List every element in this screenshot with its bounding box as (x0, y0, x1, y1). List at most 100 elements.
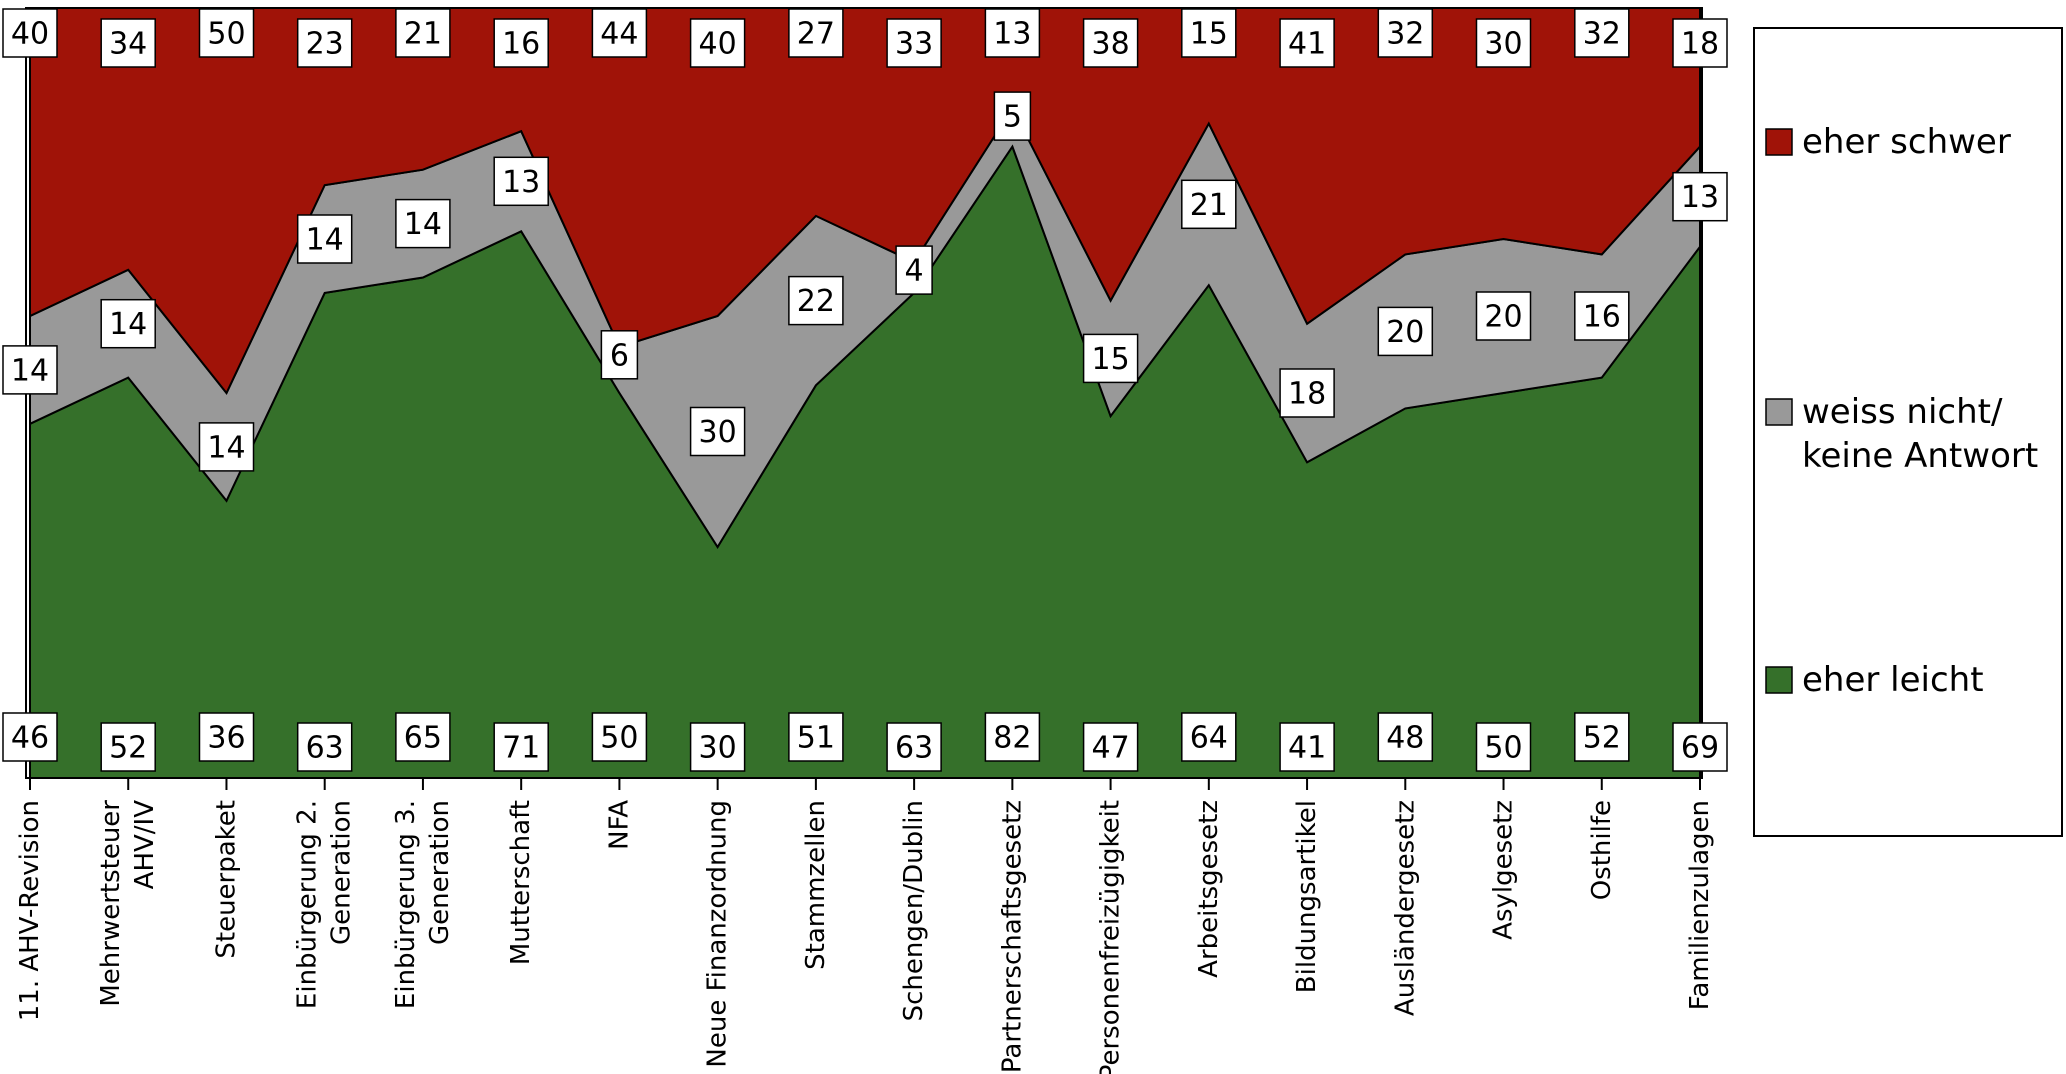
data-label-value: 36 (207, 721, 245, 756)
data-label-value: 52 (1583, 721, 1621, 756)
data-label: 65 (395, 712, 451, 762)
area-series-group (29, 7, 1701, 779)
data-label-box (1181, 179, 1237, 230)
data-label-value: 30 (699, 731, 737, 766)
data-label-box (993, 91, 1032, 141)
x-tick-label: Generation (425, 800, 455, 945)
data-labels: 4614405214343614506314236514217113165064… (2, 8, 1728, 772)
data-label: 30 (689, 722, 746, 772)
data-label-value: 50 (207, 17, 245, 52)
data-label-value: 46 (11, 721, 49, 756)
data-label-box (198, 8, 255, 58)
data-label: 38 (1082, 18, 1139, 68)
data-label-value: 14 (11, 353, 49, 388)
data-label-box (1377, 712, 1434, 762)
data-label: 16 (1574, 291, 1630, 341)
data-label-value: 14 (109, 307, 147, 342)
data-label-value: 41 (1288, 731, 1326, 766)
data-label-box (493, 722, 549, 772)
data-label-value: 22 (797, 284, 835, 319)
x-tick-label: Steuerpaket (212, 800, 242, 959)
data-label: 63 (886, 722, 942, 772)
x-tick-label: AHV/IV (130, 800, 160, 890)
data-label-value: 30 (1484, 27, 1522, 62)
data-label-value: 15 (1190, 17, 1228, 52)
data-label-value: 38 (1092, 27, 1130, 62)
data-label-value: 14 (404, 207, 442, 242)
data-label-box (1082, 333, 1139, 384)
data-label: 14 (198, 422, 255, 472)
data-label: 69 (1672, 722, 1728, 772)
x-axis: 11. AHV-Revision Mehrwertsteuer AHV/IV Steu… (15, 778, 1715, 1074)
data-label: 22 (788, 275, 844, 326)
data-label: 63 (296, 722, 353, 772)
data-label-value: 50 (1484, 731, 1522, 766)
data-label: 14 (395, 198, 451, 249)
data-label-box (788, 712, 844, 762)
data-label: 52 (100, 722, 156, 772)
data-label-value: 16 (502, 27, 540, 62)
data-label-box (1475, 291, 1532, 341)
data-label: 82 (984, 712, 1041, 762)
data-label: 32 (1574, 8, 1630, 58)
legend-label-eher-schwer: eher schwer (1802, 122, 2011, 162)
data-label: 36 (198, 712, 255, 762)
data-label-box (493, 18, 549, 68)
data-label-value: 27 (797, 17, 835, 52)
data-label-box (886, 722, 942, 772)
data-label-box (1181, 712, 1237, 762)
data-label-box (1082, 18, 1139, 68)
legend-label-weiss-nicht-keine-antwort: keine Antwort (1802, 436, 2038, 476)
data-label-value: 47 (1092, 731, 1130, 766)
data-label: 50 (198, 8, 255, 58)
data-label: 41 (1279, 18, 1335, 68)
data-label: 20 (1377, 306, 1434, 357)
data-label: 33 (886, 18, 942, 68)
x-tick-label: Generation (327, 800, 357, 945)
data-label-box (100, 18, 156, 68)
data-label-value: 5 (1003, 100, 1022, 135)
data-label: 40 (689, 18, 746, 68)
data-label: 32 (1377, 8, 1434, 58)
data-label-box (1672, 171, 1728, 222)
data-label: 20 (1475, 291, 1532, 341)
data-label-value: 50 (600, 721, 638, 756)
data-label-box (493, 156, 549, 207)
data-label: 18 (1672, 18, 1728, 68)
data-label: 48 (1377, 712, 1434, 762)
x-tick-label: Asylgesetz (1489, 800, 1519, 940)
data-label: 14 (296, 214, 353, 264)
data-label: 40 (2, 8, 58, 58)
x-tick-label: Neue Finanzordnung (703, 800, 733, 1068)
data-label-box (886, 18, 942, 68)
x-tick-label: Osthilfe (1587, 800, 1617, 900)
data-label-value: 63 (895, 731, 933, 766)
data-label-box (2, 8, 58, 58)
data-label: 18 (1279, 368, 1335, 418)
data-label-value: 32 (1583, 17, 1621, 52)
data-label: 21 (395, 8, 451, 58)
data-label: 16 (493, 18, 549, 68)
data-label: 50 (591, 712, 648, 762)
data-label-box (2, 712, 58, 762)
data-label-box (689, 18, 746, 68)
data-label-box (1574, 8, 1630, 58)
data-label-value: 33 (895, 27, 933, 62)
data-label-value: 15 (1092, 342, 1130, 377)
data-label: 51 (788, 712, 844, 762)
data-label-value: 21 (1190, 188, 1228, 223)
data-label-value: 20 (1484, 300, 1522, 335)
data-label-value: 69 (1681, 731, 1719, 766)
data-label-value: 63 (306, 731, 344, 766)
data-label-box (395, 8, 451, 58)
data-label: 6 (600, 330, 639, 380)
data-label: 14 (2, 345, 58, 395)
data-label: 47 (1082, 722, 1139, 772)
data-label-value: 4 (905, 254, 924, 289)
data-label: 30 (1475, 18, 1532, 68)
data-label-value: 6 (610, 338, 629, 373)
data-label-value: 41 (1288, 27, 1326, 62)
legend-swatch-weiss-nicht-keine-antwort (1765, 398, 1793, 426)
data-label: 41 (1279, 722, 1335, 772)
